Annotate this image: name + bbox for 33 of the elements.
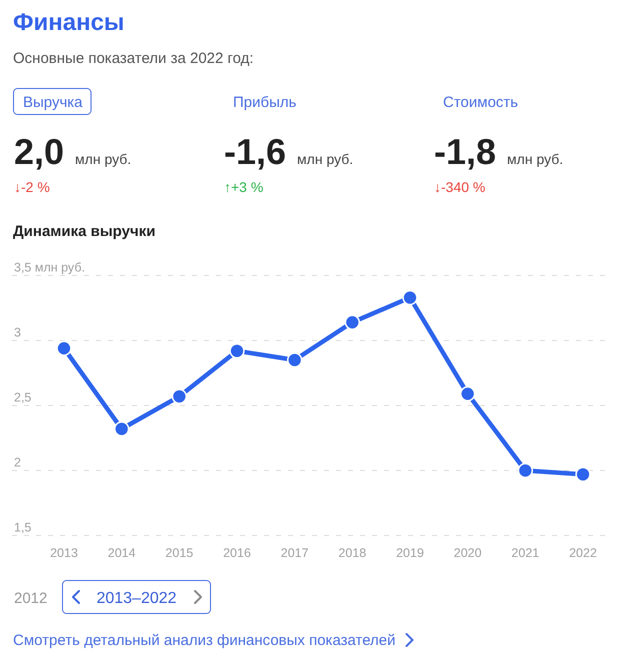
x-tick-label: 2015 <box>165 546 194 560</box>
y-tick-label: 1,5 <box>14 520 32 534</box>
chart-title: Динамика выручки <box>13 223 156 240</box>
text: ↑+3 % <box>224 179 264 195</box>
y-tick-label: 2 <box>14 456 21 470</box>
x-tick-label: 2022 <box>569 546 597 560</box>
x-tick-label: 2017 <box>280 546 309 560</box>
text: 2012 <box>14 590 48 607</box>
text: млн руб. <box>507 151 564 167</box>
text: ↓-340 % <box>434 179 486 195</box>
text: Смотреть детальный анализ финансовых показателей <box>13 632 396 649</box>
text: Выручка <box>23 94 84 111</box>
x-tick-label: 2019 <box>396 546 424 560</box>
text: 2013–2022 <box>96 590 177 607</box>
text: ↓-2 % <box>14 179 50 195</box>
text: -1,8 <box>434 131 496 172</box>
text: Финансы <box>13 9 124 36</box>
x-tick-label: 2014 <box>108 546 136 560</box>
text: Прибыль <box>233 94 297 111</box>
x-tick-label: 2018 <box>338 546 366 560</box>
text: млн руб. <box>297 151 354 167</box>
text: млн руб. <box>75 151 132 167</box>
text: 2,0 <box>14 131 64 172</box>
x-tick-label: 2013 <box>50 546 78 560</box>
y-tick-label: 3,5 млн руб. <box>14 260 85 274</box>
text: -1,6 <box>224 131 286 172</box>
text: Основные показатели за 2022 год: <box>13 50 254 67</box>
x-tick-label: 2020 <box>454 546 482 560</box>
y-tick-label: 3 <box>14 326 21 340</box>
x-tick-label: 2021 <box>511 546 540 560</box>
y-tick-label: 2,5 <box>14 390 32 404</box>
x-tick-label: 2016 <box>223 546 251 560</box>
text: Стоимость <box>443 94 518 111</box>
